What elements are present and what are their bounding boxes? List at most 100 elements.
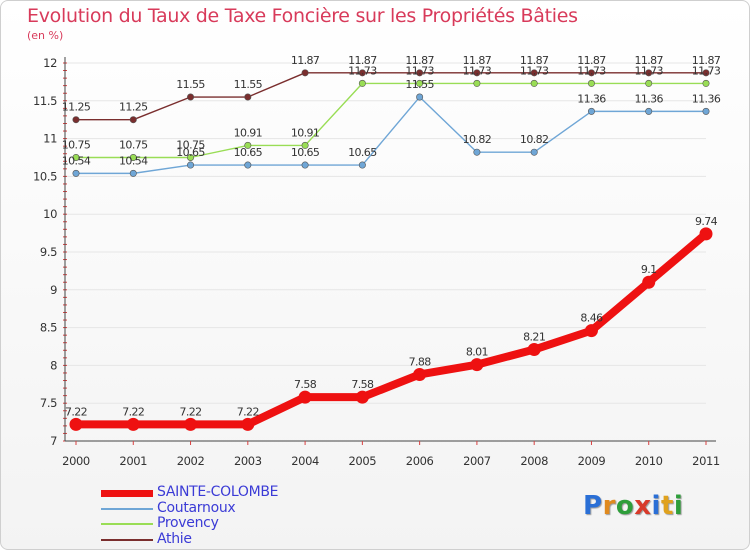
data-point — [69, 417, 83, 431]
y-tick-label: 7.5 — [40, 396, 57, 410]
data-label: 10.54 — [62, 154, 91, 167]
data-point — [72, 116, 80, 124]
legend-swatch — [101, 523, 153, 525]
logo-letter: x — [634, 491, 652, 521]
data-label: 11.36 — [577, 92, 606, 105]
logo-letter: i — [673, 491, 684, 521]
legend-label: Provency — [157, 515, 219, 531]
data-point — [72, 169, 80, 177]
data-point — [301, 69, 309, 77]
data-point — [241, 417, 255, 431]
series-line-athie — [75, 72, 707, 121]
data-label: 11.55 — [405, 78, 434, 91]
data-point — [416, 93, 424, 101]
data-point — [584, 324, 598, 338]
data-label: 10.75 — [176, 139, 205, 152]
data-label: 11.87 — [291, 54, 320, 67]
data-point — [301, 141, 309, 149]
logo-letter: i — [651, 491, 661, 521]
data-label: 10.75 — [62, 139, 91, 152]
data-point — [244, 93, 252, 101]
y-tick-label: 9 — [50, 283, 57, 297]
data-point — [702, 107, 710, 115]
data-label: 11.87 — [577, 54, 606, 67]
data-label: 11.73 — [348, 64, 377, 77]
data-label: 11.73 — [463, 64, 492, 77]
x-tick-label: 2010 — [635, 454, 663, 468]
x-tick-label: 2011 — [692, 454, 720, 468]
y-tick-label: 11.5 — [33, 94, 57, 108]
y-tick-label: 9.5 — [40, 245, 57, 259]
data-label: 11.55 — [176, 78, 205, 91]
data-point — [358, 69, 366, 77]
data-label: 11.73 — [634, 64, 663, 77]
y-tick-label: 8.5 — [40, 321, 57, 335]
data-label: 7.22 — [122, 405, 144, 418]
series-line-sainte-colombe — [72, 229, 710, 429]
data-point — [244, 161, 252, 169]
data-point — [416, 79, 424, 87]
legend-swatch — [101, 538, 153, 541]
data-label: 7.58 — [294, 378, 317, 391]
data-label: 10.91 — [291, 126, 320, 139]
legend-swatch — [101, 507, 153, 510]
y-tick-label: 10 — [43, 207, 57, 221]
data-point — [473, 148, 481, 156]
data-label: 11.25 — [62, 101, 91, 114]
data-point — [645, 79, 653, 87]
data-label: 10.65 — [176, 146, 205, 159]
data-label: 11.87 — [634, 54, 663, 67]
logo-letter: P — [583, 491, 603, 521]
data-point — [129, 116, 137, 124]
y-tick-label: 10.5 — [33, 169, 57, 183]
data-point — [187, 154, 195, 162]
x-tick-label: 2005 — [349, 454, 377, 468]
data-label: 10.82 — [463, 133, 492, 146]
data-point — [642, 275, 656, 289]
data-point — [473, 69, 481, 77]
data-point — [699, 227, 713, 241]
series-layer — [69, 69, 713, 431]
data-label: 11.25 — [119, 101, 148, 114]
data-point — [587, 79, 595, 87]
data-label: 7.22 — [179, 405, 201, 418]
data-label: 11.73 — [520, 64, 549, 77]
data-label: 8.01 — [466, 346, 488, 359]
data-point — [126, 417, 140, 431]
logo-letter: r — [602, 491, 616, 521]
logo-letter: t — [660, 491, 674, 521]
legend-label: Coutarnoux — [157, 499, 236, 516]
x-tick-label: 2000 — [62, 454, 90, 468]
data-point — [358, 161, 366, 169]
data-point — [645, 107, 653, 115]
logo-letter: o — [615, 491, 635, 521]
data-label: 11.73 — [405, 64, 434, 77]
unit-label: (en %) — [27, 29, 64, 42]
data-point — [473, 79, 481, 87]
data-label: 9.1 — [641, 263, 657, 276]
data-point — [187, 161, 195, 169]
data-point — [72, 154, 80, 162]
x-tick-label: 2002 — [177, 454, 205, 468]
data-point — [530, 148, 538, 156]
data-label: 7.22 — [237, 405, 259, 418]
data-point — [530, 69, 538, 77]
data-point — [702, 69, 710, 77]
data-point — [645, 69, 653, 77]
data-label: 10.54 — [119, 154, 148, 167]
data-point — [355, 390, 369, 404]
data-label: 11.73 — [577, 64, 606, 77]
data-point — [301, 161, 309, 169]
data-label: 11.87 — [520, 54, 549, 67]
x-tick-label: 2007 — [463, 454, 491, 468]
y-tick-label: 7 — [50, 434, 57, 448]
data-label: 10.65 — [291, 146, 320, 159]
data-point — [527, 343, 541, 357]
x-tick-label: 2006 — [406, 454, 434, 468]
series-line-coutarnoux — [75, 96, 707, 175]
data-point — [358, 79, 366, 87]
data-point — [184, 417, 198, 431]
x-tick-label: 2009 — [578, 454, 606, 468]
